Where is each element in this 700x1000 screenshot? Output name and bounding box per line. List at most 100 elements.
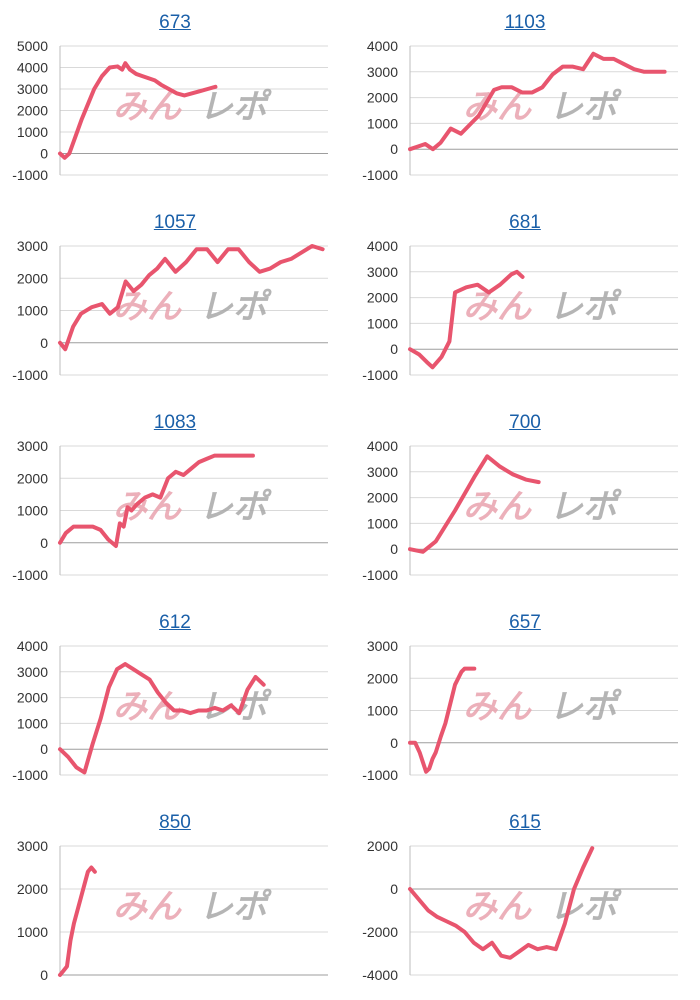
y-tick-label: 2000 — [17, 470, 48, 486]
y-tick-label: 2000 — [367, 838, 398, 854]
y-tick-label: -1000 — [362, 167, 398, 183]
y-tick-label: 0 — [390, 881, 398, 897]
watermark-logo: みん レポ — [113, 887, 272, 927]
y-tick-label: 3000 — [367, 464, 398, 480]
watermark-logo: みん レポ — [113, 87, 272, 127]
chart-title[interactable]: 612 — [159, 612, 191, 633]
y-tick-label: 0 — [40, 967, 48, 983]
watermark-part2: レポ — [199, 287, 272, 327]
y-tick-label: -1000 — [362, 767, 398, 783]
y-tick-label: 3000 — [17, 81, 48, 97]
y-tick-label: 2000 — [17, 881, 48, 897]
watermark-part2: レポ — [549, 287, 622, 327]
y-tick-label: -1000 — [12, 567, 48, 583]
y-tick-label: 3000 — [17, 438, 48, 454]
y-tick-label: 2000 — [367, 490, 398, 506]
watermark-part1: みん — [113, 87, 182, 127]
y-tick-label: 3000 — [367, 264, 398, 280]
y-tick-label: 2000 — [367, 90, 398, 106]
chart-title[interactable]: 1083 — [153, 412, 197, 433]
y-tick-label: 2000 — [17, 103, 48, 119]
chart-title[interactable]: 850 — [159, 812, 191, 833]
y-tick-label: 4000 — [17, 638, 48, 654]
y-tick-label: 0 — [40, 335, 48, 351]
chart-title[interactable]: 615 — [509, 812, 541, 833]
y-tick-label: 4000 — [367, 438, 398, 454]
watermark-logo: みん レポ — [463, 87, 622, 127]
series-line — [408, 454, 541, 554]
series-line — [58, 662, 266, 775]
watermark-logo: みん レポ — [463, 687, 622, 727]
watermark-logo: みん レポ — [463, 487, 622, 527]
chart-title[interactable]: 657 — [509, 612, 541, 633]
series-line — [58, 61, 218, 160]
series-line — [408, 269, 525, 370]
series-line — [408, 666, 477, 774]
chart-panel-612: 612 4000 3000 2000 1000 0 -1000 みん レポ — [0, 600, 350, 800]
series-line — [408, 846, 595, 960]
watermark-logo: みん レポ — [463, 287, 622, 327]
chart-panel-1083: 1083 3000 2000 1000 0 -1000 みん レポ — [0, 400, 350, 600]
chart-panel-681: 681 4000 3000 2000 1000 0 -1000 みん レポ — [350, 200, 700, 400]
chart-svg: 5000 4000 3000 2000 1000 0 -1000 みん レポ — [12, 38, 328, 183]
chart-panel-850: 850 3000 2000 1000 0 みん レポ — [0, 800, 350, 1000]
chart-panel-700: 700 4000 3000 2000 1000 0 -1000 みん レポ — [350, 400, 700, 600]
chart-panel-615: 615 2000 0 -2000 -4000 みん レポ — [350, 800, 700, 1000]
chart-title[interactable]: 673 — [159, 12, 191, 33]
y-tick-label: -1000 — [12, 767, 48, 783]
y-tick-label: 1000 — [367, 703, 398, 719]
y-tick-label: 1000 — [367, 115, 398, 131]
y-tick-label: 0 — [40, 535, 48, 551]
watermark-part1: みん — [113, 887, 182, 927]
y-tick-label: 0 — [390, 541, 398, 557]
chart-title[interactable]: 1057 — [153, 212, 197, 233]
y-tick-label: 1000 — [17, 924, 48, 940]
chart-title[interactable]: 700 — [509, 412, 541, 433]
chart-svg: 2000 0 -2000 -4000 みん レポ — [362, 838, 678, 983]
y-tick-label: -1000 — [12, 167, 48, 183]
chart-panel-673: 673 5000 4000 3000 2000 1000 0 -1000 みん レポ — [0, 0, 350, 200]
watermark-part1: みん — [113, 287, 182, 327]
y-tick-label: 0 — [40, 146, 48, 162]
y-tick-label: 5000 — [17, 38, 48, 54]
chart-svg: 3000 2000 1000 0 -1000 みん レポ — [362, 638, 678, 783]
y-tick-label: 0 — [390, 735, 398, 751]
chart-panel-1103: 1103 4000 3000 2000 1000 0 -1000 みん レポ — [350, 0, 700, 200]
y-tick-label: 2000 — [17, 690, 48, 706]
y-tick-label: 3000 — [17, 664, 48, 680]
watermark-part1: みん — [463, 487, 532, 527]
y-tick-label: -1000 — [362, 567, 398, 583]
watermark-logo: みん レポ — [463, 887, 622, 927]
y-tick-label: 1000 — [367, 515, 398, 531]
series-line — [58, 453, 255, 548]
watermark-part1: みん — [463, 887, 532, 927]
y-tick-label: 1000 — [17, 715, 48, 731]
y-tick-label: -1000 — [12, 367, 48, 383]
y-tick-label: -4000 — [362, 967, 398, 983]
watermark-part1: みん — [463, 287, 532, 327]
series-line — [58, 244, 325, 352]
y-tick-label: -1000 — [362, 367, 398, 383]
watermark-part2: レポ — [199, 487, 272, 527]
series-line — [408, 51, 667, 152]
y-tick-label: 1000 — [17, 303, 48, 319]
y-tick-label: 3000 — [367, 638, 398, 654]
chart-title[interactable]: 1103 — [504, 12, 546, 33]
y-tick-label: 1000 — [17, 503, 48, 519]
y-tick-label: 4000 — [367, 238, 398, 254]
y-tick-label: 1000 — [367, 315, 398, 331]
y-tick-label: 0 — [390, 141, 398, 157]
y-tick-label: 2000 — [367, 670, 398, 686]
chart-title[interactable]: 681 — [509, 212, 541, 233]
chart-panel-1057: 1057 3000 2000 1000 0 -1000 みん レポ — [0, 200, 350, 400]
y-tick-label: 3000 — [17, 838, 48, 854]
y-tick-label: -2000 — [362, 924, 398, 940]
watermark-part2: レポ — [549, 87, 622, 127]
y-tick-label: 3000 — [367, 64, 398, 80]
